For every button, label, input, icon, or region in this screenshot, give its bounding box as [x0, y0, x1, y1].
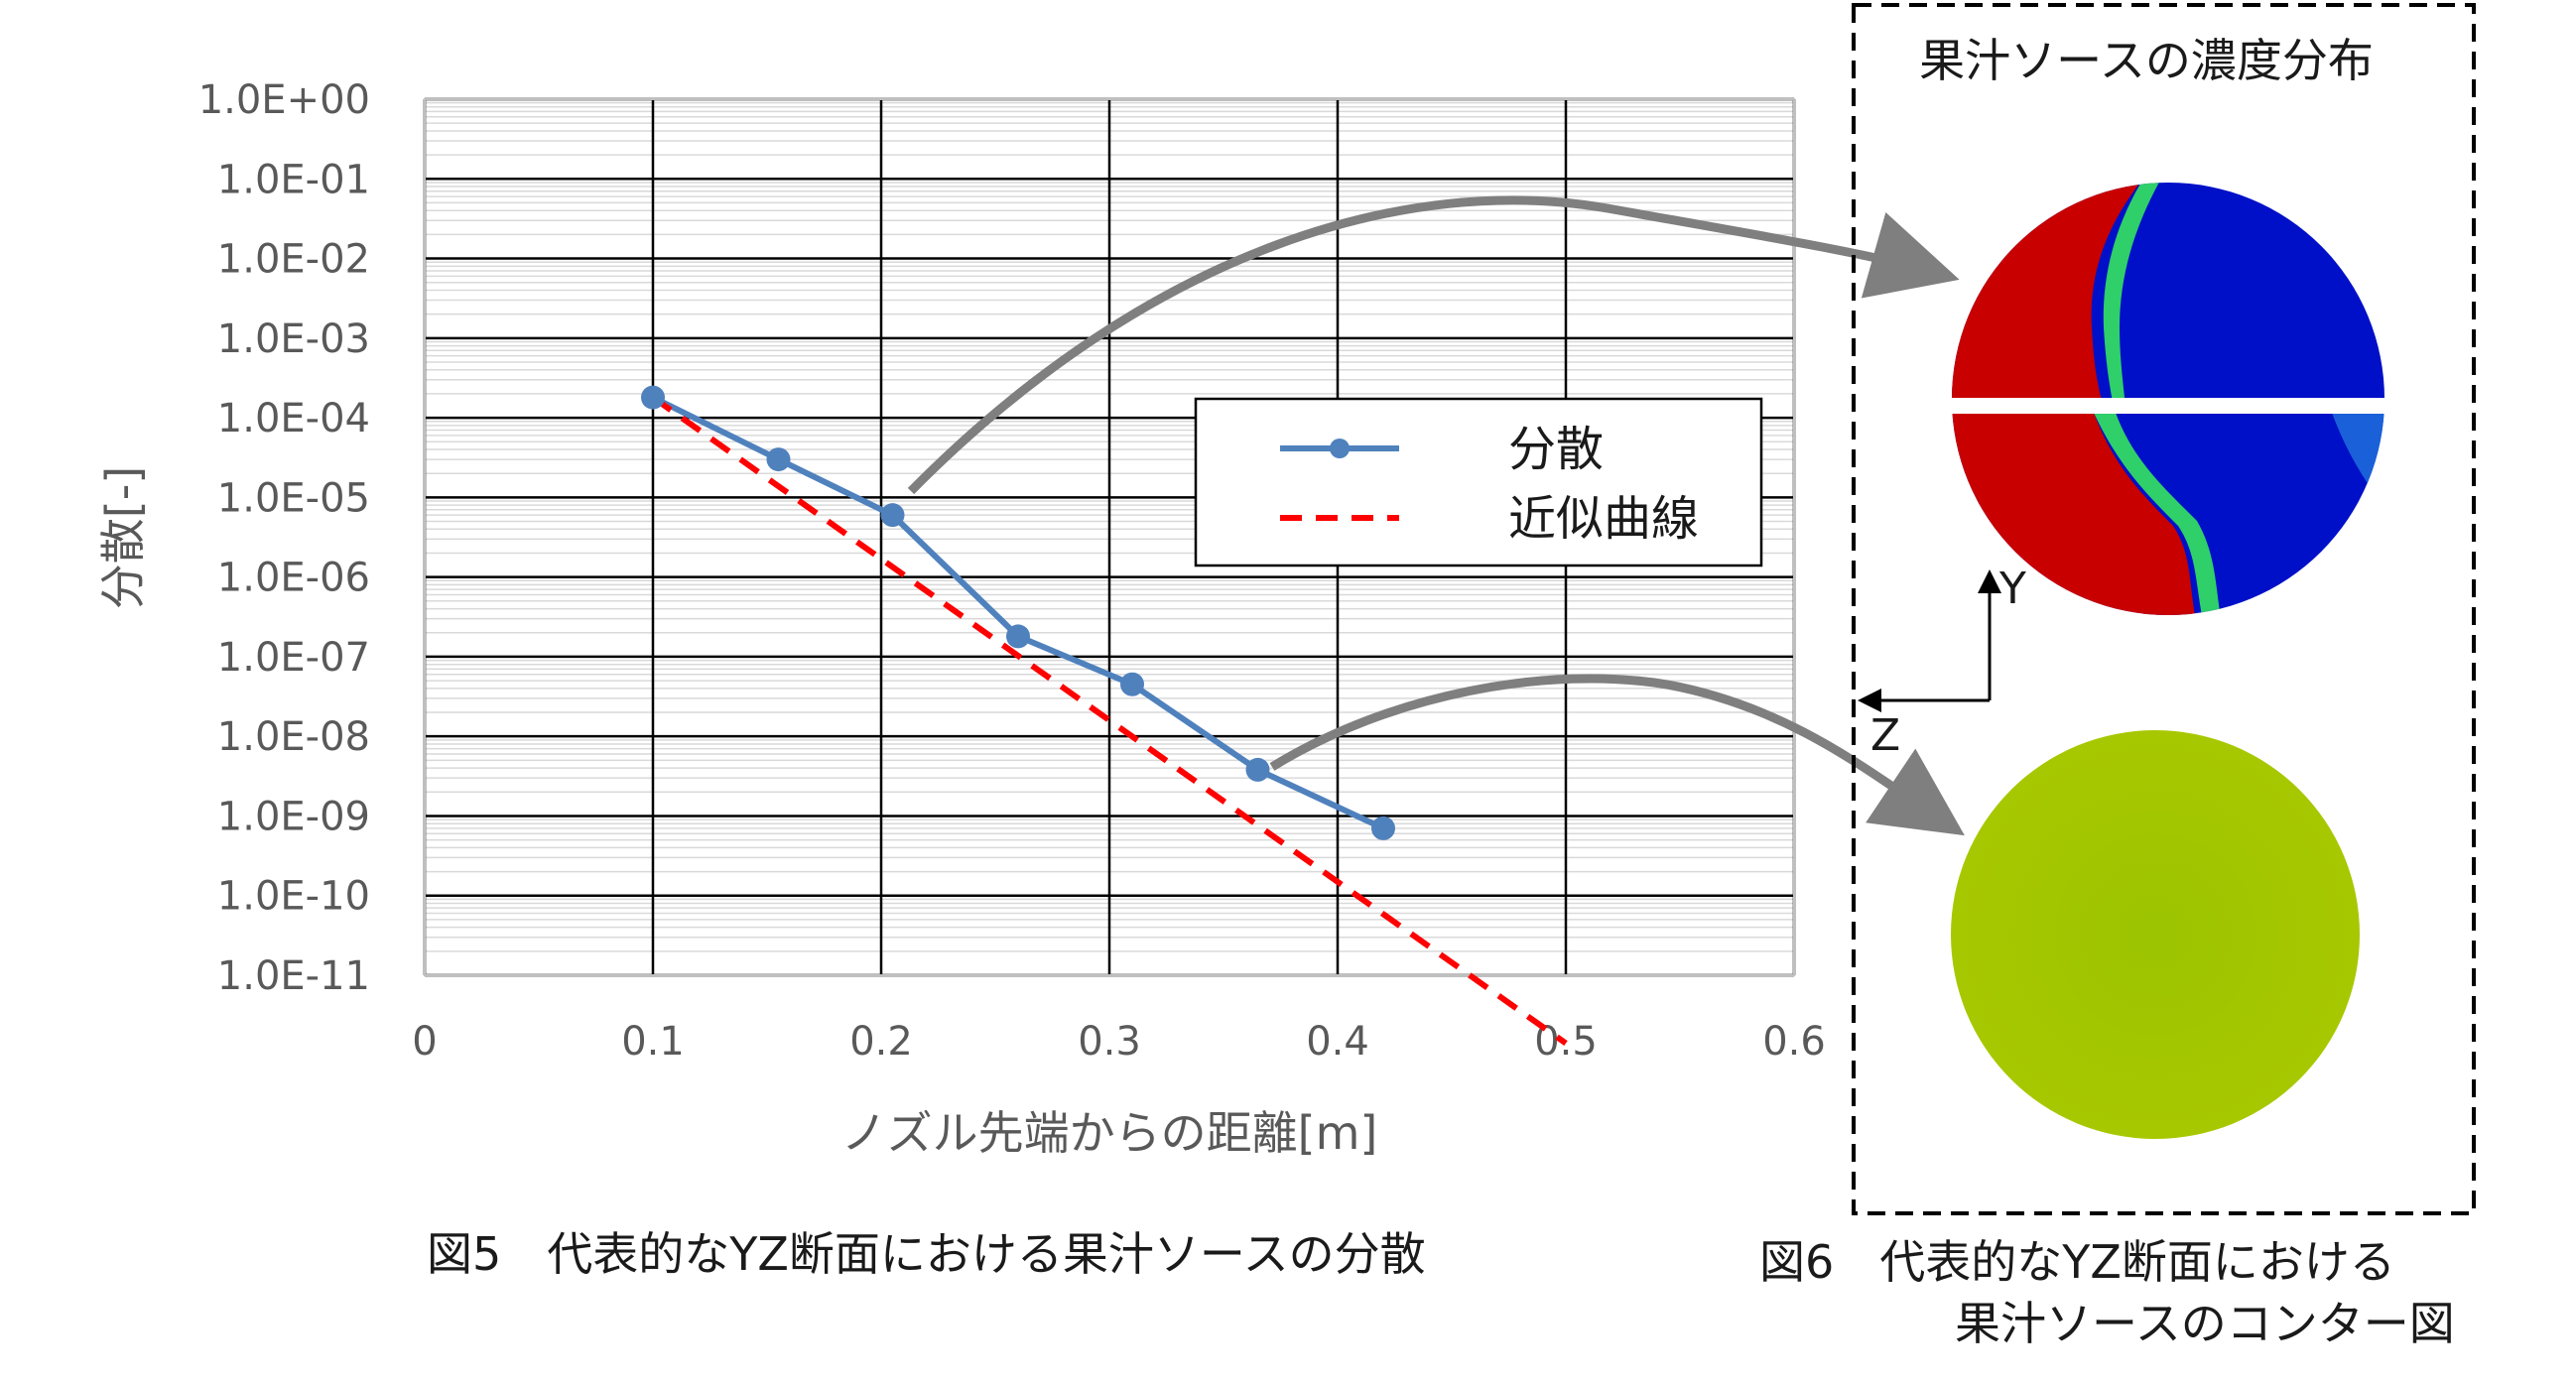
series-variance-point — [1371, 816, 1395, 840]
y-tick-label: 1.0E-08 — [217, 714, 370, 760]
x-axis-title: ノズル先端からの距離[m] — [841, 1106, 1378, 1160]
series-variance-point — [766, 447, 791, 472]
x-tick-labels: 0 0.1 0.2 0.3 0.4 0.5 0.6 — [412, 1019, 1826, 1065]
legend: 分散 近似曲線 — [1194, 397, 1763, 567]
legend-box — [1194, 397, 1763, 567]
y-axis-letter: Y — [1998, 564, 2026, 614]
x-tick-label: 0.4 — [1306, 1019, 1369, 1065]
x-tick-label: 0.2 — [849, 1019, 913, 1065]
plot-border — [424, 98, 1795, 976]
series-variance-point — [1120, 672, 1144, 696]
contour-panel-border — [1852, 3, 2476, 1215]
contour-panel-title: 果汁ソースの濃度分布 — [1919, 34, 2374, 87]
series-variance-point — [1245, 757, 1270, 782]
series-variance-point — [641, 385, 665, 410]
y-tick-labels: 1.0E+00 1.0E-01 1.0E-02 1.0E-03 1.0E-04 1.0E-… — [198, 77, 370, 999]
y-tick-label: 1.0E-05 — [217, 475, 370, 521]
y-tick-label: 1.0E-03 — [217, 316, 370, 362]
series-variance-point — [880, 503, 905, 528]
series-variance-point — [1006, 624, 1030, 649]
x-tick-label: 0 — [412, 1019, 437, 1065]
z-axis-letter: Z — [1870, 710, 1900, 761]
legend-label-fit: 近似曲線 — [1508, 491, 1699, 547]
series-layer — [641, 385, 1568, 1046]
legend-marker-variance — [1330, 439, 1350, 458]
y-tick-label: 1.0E-04 — [217, 396, 370, 441]
contour-slit — [1945, 398, 2391, 414]
contour-disc-lower — [1951, 730, 2360, 1139]
figure5-caption: 図5 代表的なYZ断面における果汁ソースの分散 — [427, 1227, 1426, 1281]
y-tick-label: 1.0E-06 — [217, 556, 370, 601]
x-tick-label: 0.6 — [1762, 1019, 1826, 1065]
y-tick-label: 1.0E-07 — [217, 635, 370, 681]
y-tick-label: 1.0E-10 — [217, 874, 370, 920]
callout-arrow-lower — [1269, 674, 1965, 836]
x-tick-label: 0.1 — [621, 1019, 685, 1065]
y-tick-label: 1.0E-01 — [217, 157, 370, 202]
series-fit-line — [651, 395, 1568, 1046]
figure6-caption-line2: 果汁ソースのコンター図 — [1955, 1297, 2455, 1350]
legend-label-variance: 分散 — [1508, 422, 1604, 477]
figure6-caption-line1: 図6 代表的なYZ断面における — [1759, 1235, 2395, 1289]
y-tick-label: 1.0E-02 — [217, 237, 370, 283]
x-tick-label: 0.3 — [1078, 1019, 1141, 1065]
y-tick-label: 1.0E-09 — [217, 794, 370, 839]
y-tick-label: 1.0E+00 — [198, 77, 370, 123]
contour-panel: 果汁ソースの濃度分布 — [1852, 3, 2476, 1215]
callout-arrow-upper — [907, 195, 1960, 495]
y-axis-title: 分散[-] — [96, 466, 150, 610]
y-tick-label: 1.0E-11 — [217, 953, 370, 999]
coordinate-axes: Y Z — [1858, 564, 2026, 761]
